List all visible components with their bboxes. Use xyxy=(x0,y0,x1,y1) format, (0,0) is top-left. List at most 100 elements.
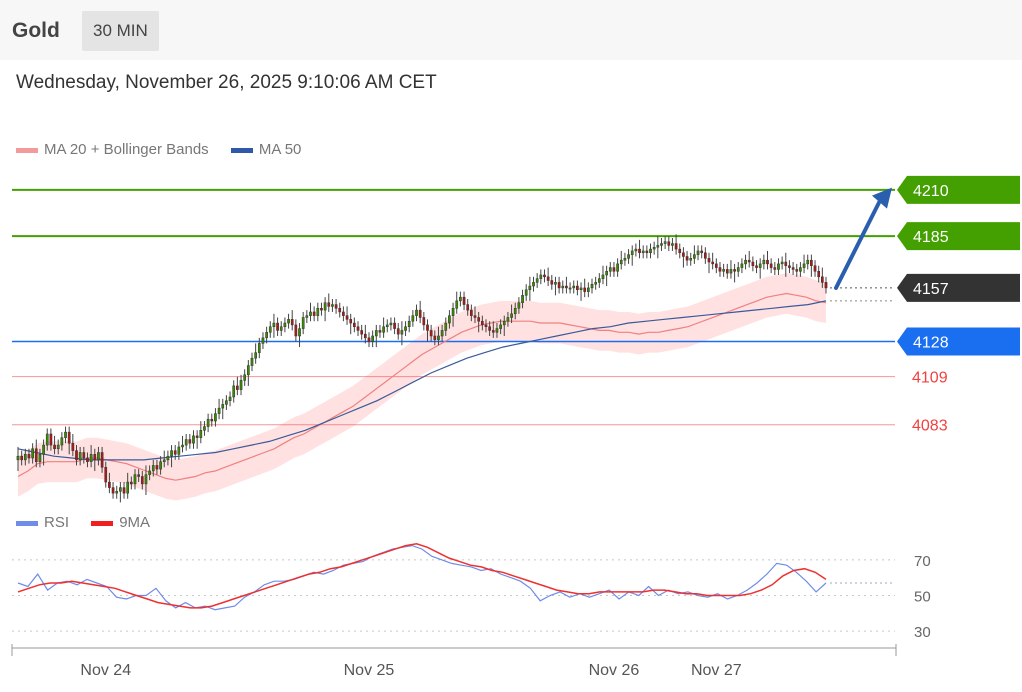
candle-body xyxy=(539,274,543,279)
candle-body xyxy=(725,269,729,274)
candle-body xyxy=(133,474,137,485)
candle-body xyxy=(173,450,177,455)
candle-body xyxy=(396,328,400,335)
candle-body xyxy=(576,285,579,291)
candle-body xyxy=(294,324,298,337)
candle-body xyxy=(393,322,396,329)
candle-body xyxy=(736,267,740,272)
candle-body xyxy=(572,285,576,289)
candle-body xyxy=(601,274,605,279)
candle-body xyxy=(583,287,587,292)
candle-body xyxy=(718,267,722,272)
candle-body xyxy=(429,330,433,337)
candle-body xyxy=(23,454,27,461)
level-tag-bg-4185 xyxy=(897,222,1020,251)
candle-body xyxy=(502,320,506,326)
candle-body xyxy=(75,450,78,461)
candle-body xyxy=(561,285,565,289)
forecast-arrow-layer xyxy=(834,187,892,290)
candle-body xyxy=(597,278,601,283)
candle-body xyxy=(276,322,279,331)
candle-body xyxy=(45,433,49,446)
candle-body xyxy=(192,435,195,444)
candle-body xyxy=(312,311,316,316)
candle-body xyxy=(704,252,707,259)
candle-body xyxy=(155,465,159,470)
candle-body xyxy=(129,481,133,485)
timeframe-badge[interactable]: 30 MIN xyxy=(82,11,159,51)
candle-body xyxy=(371,335,374,342)
candle-body xyxy=(466,304,470,311)
candle-body xyxy=(824,282,828,289)
candle-body xyxy=(711,261,715,265)
candle-body xyxy=(31,448,34,459)
candle-body xyxy=(407,320,411,327)
candle-body xyxy=(587,287,590,292)
candle-body xyxy=(49,433,53,446)
ma20-line xyxy=(17,292,827,481)
candle-body xyxy=(623,258,627,261)
candle-body xyxy=(554,282,557,285)
candle-body xyxy=(484,324,488,327)
candle-body xyxy=(111,487,115,494)
candle-body xyxy=(532,282,535,287)
rsi-level-label-30: 30 xyxy=(914,624,931,641)
candle-body xyxy=(550,280,554,285)
legend-rsi-ma-swatch xyxy=(91,520,114,526)
candle-body xyxy=(290,319,294,326)
candle-body xyxy=(480,320,484,326)
candle-body xyxy=(53,444,56,450)
candle-body xyxy=(528,285,532,291)
candle-body xyxy=(762,259,766,265)
rsi-level-label-50: 50 xyxy=(914,588,931,605)
candle-body xyxy=(674,243,678,250)
candle-body xyxy=(565,285,568,289)
candle-body xyxy=(378,330,382,333)
candle-body xyxy=(455,300,459,309)
candle-body xyxy=(34,448,38,462)
legend-ma20: MA 20 + Bollinger Bands xyxy=(16,141,209,158)
candle-body xyxy=(254,352,257,359)
candle-body xyxy=(557,282,561,289)
candle-body xyxy=(693,254,696,259)
candle-body xyxy=(714,263,718,268)
candle-body xyxy=(250,357,254,366)
candle-body xyxy=(331,304,334,307)
candle-body xyxy=(744,259,747,265)
candle-body xyxy=(751,261,755,266)
candle-body xyxy=(374,330,378,337)
level-tag-4083: 4083 xyxy=(912,418,948,435)
candle-body xyxy=(166,455,170,461)
candle-body xyxy=(334,304,338,309)
candle-body xyxy=(177,446,181,455)
candle-body xyxy=(162,459,166,462)
candle-body xyxy=(217,407,221,414)
candle-body xyxy=(203,426,206,431)
candle-body xyxy=(733,269,736,272)
legend-ma20-label: MA 20 + Bollinger Bands xyxy=(44,141,209,158)
candle-body xyxy=(470,309,473,316)
candle-body xyxy=(729,269,733,274)
candle-body xyxy=(707,258,711,263)
candle-body xyxy=(605,271,608,276)
candle-body xyxy=(221,404,225,409)
candle-body xyxy=(67,431,71,444)
time-axis-label: Nov 27 xyxy=(691,662,742,679)
candle-body xyxy=(477,317,481,322)
candle-body xyxy=(682,252,685,257)
candle-body xyxy=(630,250,634,255)
candle-body xyxy=(612,267,616,272)
legend-rsi-label: RSI xyxy=(44,514,70,531)
candle-body xyxy=(239,380,243,390)
candle-body xyxy=(411,315,415,322)
candle-body xyxy=(287,319,290,324)
time-axis: Nov 24 Nov 25 Nov 26 Nov 27 xyxy=(11,644,897,679)
candle-body xyxy=(821,276,824,283)
candle-body xyxy=(71,442,75,451)
level-tag-4157: 4157 xyxy=(913,281,949,298)
candle-body xyxy=(140,476,144,485)
candle-body xyxy=(323,302,327,311)
chart-datetime: Wednesday, November 26, 2025 9:10:06 AM … xyxy=(16,72,437,93)
candle-body xyxy=(678,248,682,254)
time-axis-label: Nov 24 xyxy=(80,662,131,679)
